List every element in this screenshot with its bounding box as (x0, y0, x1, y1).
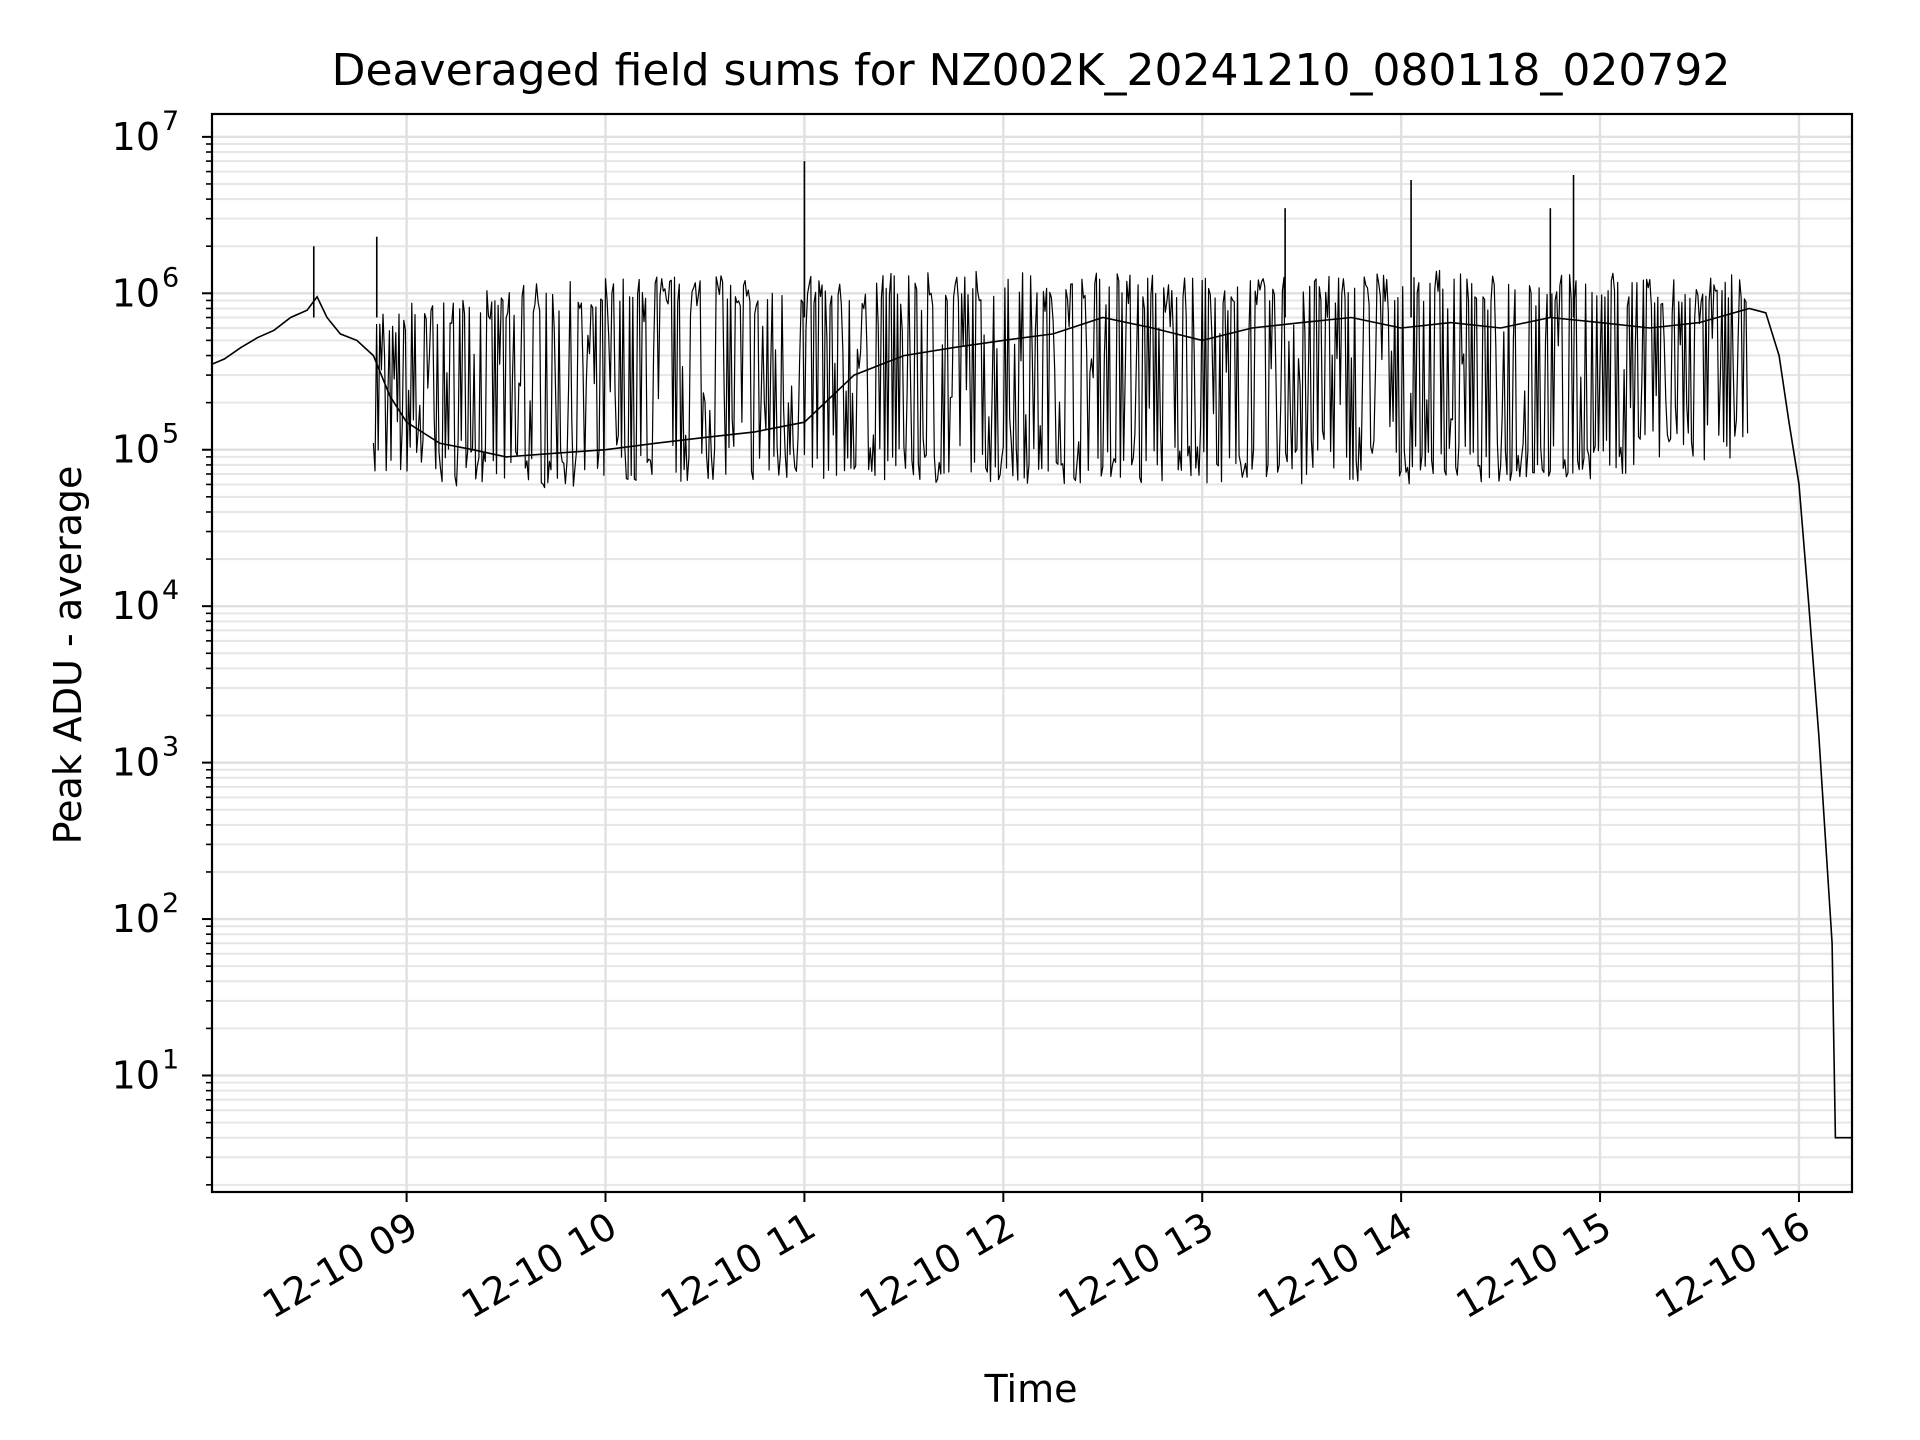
y-tick-label-base: 10 (112, 428, 160, 472)
y-tick-label-exponent: 7 (162, 106, 179, 137)
y-tick-label-exponent: 3 (162, 732, 179, 763)
chart-title: Deaveraged field sums for NZ002K_2024121… (332, 45, 1731, 96)
y-tick-label-exponent: 2 (162, 888, 179, 919)
y-tick-label-base: 10 (112, 741, 160, 785)
y-axis-label: Peak ADU - average (46, 466, 90, 845)
y-tick-label-base: 10 (112, 1053, 160, 1097)
plot-frame (210, 112, 1854, 1194)
y-tick-label-base: 10 (112, 584, 160, 628)
y-tick-label-exponent: 1 (162, 1044, 179, 1075)
y-tick-label-exponent: 5 (162, 419, 179, 450)
series-line (210, 295, 1852, 1139)
y-tick-label-exponent: 6 (162, 262, 179, 293)
y-tick-label-base: 10 (112, 897, 160, 941)
y-tick-label-base: 10 (112, 271, 160, 315)
y-tick-label-base: 10 (112, 115, 160, 159)
series-layer (210, 161, 1852, 1139)
y-tick-label-exponent: 4 (162, 575, 179, 606)
series-band-line (372, 269, 1749, 489)
x-axis-label: Time (984, 1367, 1078, 1411)
